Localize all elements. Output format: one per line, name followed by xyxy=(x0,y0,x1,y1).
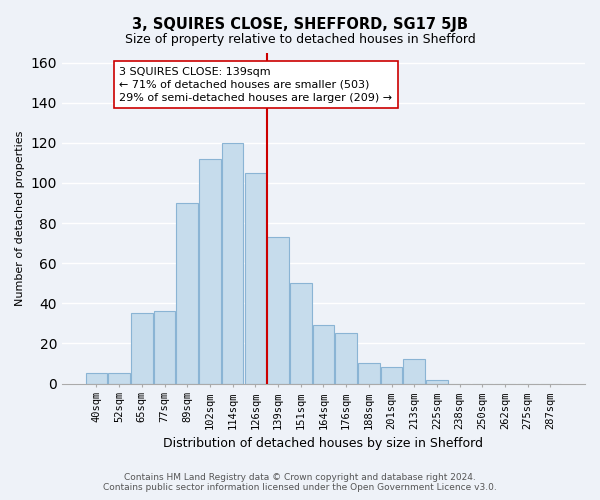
Text: 3, SQUIRES CLOSE, SHEFFORD, SG17 5JB: 3, SQUIRES CLOSE, SHEFFORD, SG17 5JB xyxy=(132,18,468,32)
Text: Size of property relative to detached houses in Shefford: Size of property relative to detached ho… xyxy=(125,32,475,46)
Bar xyxy=(109,374,130,384)
Bar xyxy=(245,173,266,384)
Bar xyxy=(154,312,175,384)
Bar xyxy=(313,326,334,384)
Bar xyxy=(358,364,380,384)
Text: Contains HM Land Registry data © Crown copyright and database right 2024.
Contai: Contains HM Land Registry data © Crown c… xyxy=(103,473,497,492)
Y-axis label: Number of detached properties: Number of detached properties xyxy=(15,130,25,306)
Bar xyxy=(290,283,311,384)
Text: 3 SQUIRES CLOSE: 139sqm
← 71% of detached houses are smaller (503)
29% of semi-d: 3 SQUIRES CLOSE: 139sqm ← 71% of detache… xyxy=(119,66,392,103)
Bar xyxy=(176,203,198,384)
X-axis label: Distribution of detached houses by size in Shefford: Distribution of detached houses by size … xyxy=(163,437,484,450)
Bar xyxy=(381,368,403,384)
Bar xyxy=(335,334,357,384)
Bar xyxy=(403,360,425,384)
Bar xyxy=(426,380,448,384)
Bar xyxy=(222,143,244,384)
Bar xyxy=(199,159,221,384)
Bar xyxy=(86,374,107,384)
Bar xyxy=(131,314,152,384)
Bar xyxy=(267,237,289,384)
